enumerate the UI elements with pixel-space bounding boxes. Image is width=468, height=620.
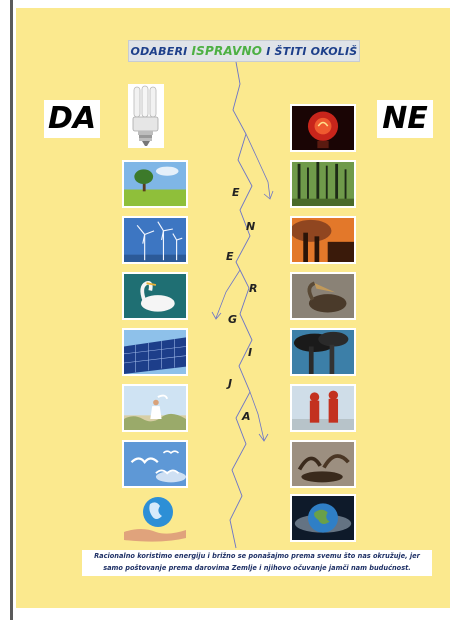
footer-message: Racionalno koristimo energiju i brižno s… [82,550,432,576]
energy-letter: E [226,250,234,263]
energy-letter: N [246,220,256,233]
hazmat-workers-photo [290,384,356,432]
swan-photo [122,272,188,320]
oiled-birds-photo [290,440,356,488]
energy-letter: R [249,282,258,295]
energy-letter: J [228,377,233,390]
globe-in-hand-photo [122,492,188,544]
dead-forest-photo [290,160,356,208]
tree-field-photo [122,160,188,208]
yes-label: DA [44,100,100,138]
energy-letter: A [242,410,251,423]
title-highlight: ISPRAVNO [191,44,263,58]
footer-line-1: Racionalno koristimo energiju i brižno s… [94,552,420,560]
energy-letter: G [228,313,238,326]
page-edge [10,0,13,620]
title-part-2: I ŠTITI OKOLIŠ [266,45,358,58]
light-bulb-photo [290,104,356,152]
factory-smoke-photo [290,216,356,264]
energy-letter: I [248,346,253,359]
title-part-1: ODABERI [130,45,188,58]
oiled-pelican-photo [290,272,356,320]
page-title: ODABERI ISPRAVNO I ŠTITI OKOLIŠ [128,40,360,62]
energy-letter: E [232,186,240,199]
bulb-icon [128,84,164,148]
wind-turbines-photo [122,216,188,264]
footer-line-2: samo poštovanje prema darovima Zemlje i … [103,564,411,572]
girl-beach-photo [122,384,188,432]
solar-panels-photo [122,328,188,376]
flying-birds-photo [122,440,188,488]
smokestacks-photo [290,328,356,376]
flooded-earth-photo [290,494,356,542]
no-label: NE [377,100,433,138]
